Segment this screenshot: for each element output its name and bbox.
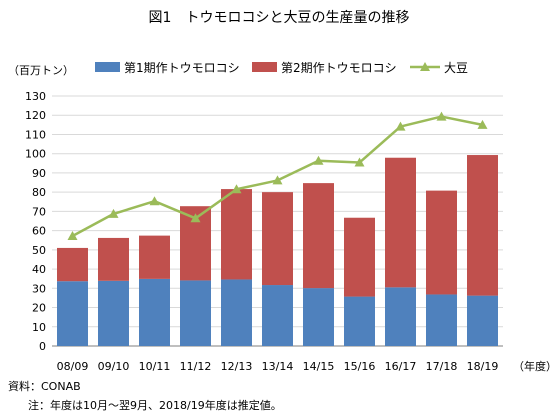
soybean-point — [395, 121, 406, 131]
legend-label: 大豆 — [444, 61, 468, 75]
soybean-point — [436, 111, 447, 121]
soybean-point — [477, 119, 488, 129]
bar-second-crop-corn — [98, 237, 129, 281]
soybean-point — [313, 155, 324, 165]
bar-second-crop-corn — [385, 157, 416, 288]
x-tick-label: 08/09 — [57, 360, 89, 373]
bar-first-crop-corn — [139, 278, 170, 346]
y-tick-label: 40 — [32, 263, 46, 276]
bar-first-crop-corn — [467, 295, 498, 346]
y-axis-unit-label: （百万トン） — [8, 64, 74, 77]
bar-second-crop-corn — [139, 235, 170, 279]
x-tick-label: 10/11 — [139, 360, 171, 373]
chart-title: 図1 トウモロコシと大豆の生産量の推移 — [149, 10, 410, 26]
x-axis-unit-label: （年度） — [513, 359, 557, 373]
legend: 第1期作トウモロコシ 第2期作トウモロコシ 大豆 — [95, 61, 468, 75]
soybean-line — [67, 111, 488, 240]
y-tick-label: 130 — [25, 90, 46, 103]
soybean-point — [190, 213, 201, 223]
y-tick-label: 50 — [32, 244, 46, 257]
x-tick-label: 11/12 — [180, 360, 212, 373]
bars — [57, 155, 498, 346]
bar-first-crop-corn — [57, 281, 88, 346]
legend-label: 第1期作トウモロコシ — [124, 61, 240, 75]
x-tick-label: 12/13 — [221, 360, 253, 373]
x-axis-ticks: 08/09 09/10 10/11 11/12 12/13 13/14 14/15 15/16… — [57, 360, 499, 373]
y-tick-label: 110 — [25, 128, 46, 141]
bar-first-crop-corn — [221, 279, 252, 346]
bar-second-crop-corn — [467, 155, 498, 296]
y-tick-label: 60 — [32, 225, 46, 238]
bar-second-crop-corn — [57, 247, 88, 282]
y-tick-label: 80 — [32, 186, 46, 199]
bar-second-crop-corn — [344, 217, 375, 297]
legend-marker — [420, 62, 430, 71]
soybean-point — [149, 196, 160, 206]
bar-first-crop-corn — [303, 288, 334, 346]
soybean-point — [354, 157, 365, 167]
bar-second-crop-corn — [221, 189, 252, 280]
x-tick-label: 18/19 — [467, 360, 499, 373]
y-tick-label: 20 — [32, 302, 46, 315]
legend-swatch — [95, 62, 120, 72]
x-tick-label: 14/15 — [303, 360, 335, 373]
bar-first-crop-corn — [344, 296, 375, 346]
y-axis-ticks: 0 10 20 30 40 50 60 70 80 90 100 110 120 130 — [25, 90, 46, 353]
source-note: 資料：CONAB — [8, 379, 81, 393]
y-tick-label: 120 — [25, 109, 46, 122]
soybean-point — [231, 184, 242, 194]
bar-second-crop-corn — [426, 190, 457, 295]
y-tick-label: 70 — [32, 205, 46, 218]
bar-first-crop-corn — [426, 294, 457, 346]
legend-label: 第2期作トウモロコシ — [281, 61, 397, 75]
x-tick-label: 17/18 — [426, 360, 458, 373]
y-tick-label: 30 — [32, 282, 46, 295]
bar-second-crop-corn — [262, 192, 293, 286]
footnote: 注：年度は10月～翌9月、2018/19年度は推定値。 — [28, 398, 282, 412]
bar-first-crop-corn — [262, 285, 293, 346]
y-tick-label: 0 — [39, 340, 46, 353]
soybean-point — [67, 231, 78, 240]
bar-first-crop-corn — [180, 280, 211, 346]
y-tick-label: 10 — [32, 321, 46, 334]
legend-swatch — [252, 62, 277, 72]
soybean-point — [272, 175, 283, 185]
x-tick-label: 13/14 — [262, 360, 294, 373]
soybean-point — [108, 208, 119, 218]
x-tick-label: 09/10 — [98, 360, 130, 373]
y-tick-label: 90 — [32, 167, 46, 180]
bar-first-crop-corn — [98, 280, 129, 346]
x-tick-label: 16/17 — [385, 360, 417, 373]
bar-first-crop-corn — [385, 287, 416, 346]
bar-second-crop-corn — [303, 183, 334, 289]
y-tick-label: 100 — [25, 148, 46, 161]
x-tick-label: 15/16 — [344, 360, 376, 373]
